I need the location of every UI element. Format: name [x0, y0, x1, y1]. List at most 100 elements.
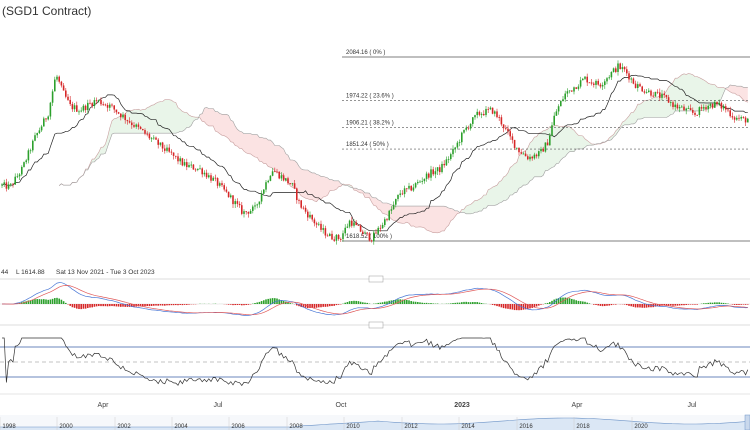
- macd-histogram-bar: [153, 304, 155, 306]
- candle-body: [637, 84, 639, 88]
- candle-body: [540, 148, 542, 152]
- macd-histogram-bar: [377, 302, 379, 304]
- candle-body: [355, 222, 357, 226]
- macd-histogram-bar: [582, 301, 584, 304]
- candle-body: [467, 127, 470, 129]
- candlestick-series[interactable]: [1, 60, 749, 245]
- candle-body: [626, 69, 628, 74]
- navigator[interactable]: 1998 2000 2002 2004 2006 2008 2010 2012 2014 2016…: [0, 414, 750, 430]
- macd-histogram-bar: [601, 304, 604, 307]
- macd-histogram-bar: [333, 304, 335, 306]
- candle-body: [610, 71, 613, 78]
- candle-body: [472, 117, 474, 124]
- signal-line: [2, 285, 748, 316]
- candle-body: [480, 113, 483, 115]
- candle-body: [575, 87, 577, 89]
- macd-histogram-bar: [159, 304, 162, 306]
- macd-histogram-bar: [738, 304, 740, 305]
- candle-body: [337, 234, 340, 240]
- candle-body: [32, 140, 34, 151]
- navigator-year-label: 2008: [289, 424, 303, 430]
- candle-body: [318, 223, 320, 225]
- macd-histogram-bar: [84, 304, 87, 309]
- candle-body: [593, 83, 595, 85]
- macd-histogram-bar: [254, 302, 256, 304]
- candle-body: [221, 183, 223, 186]
- candle-body: [714, 101, 716, 108]
- x-tick-label: Jul: [214, 402, 223, 409]
- candle-body: [269, 175, 272, 181]
- candle-body: [5, 182, 8, 189]
- candle-body: [423, 178, 426, 182]
- candle-body: [10, 183, 12, 185]
- macd-histogram-bar: [344, 302, 346, 304]
- macd-histogram-bar: [362, 302, 364, 304]
- candle-body: [276, 171, 278, 173]
- macd-panel-tag: [368, 275, 384, 283]
- candle-body: [650, 90, 652, 96]
- candle-body: [687, 108, 690, 109]
- macd-histogram-bar: [36, 299, 38, 304]
- candle-body: [456, 142, 459, 148]
- macd-histogram-bar: [639, 304, 641, 308]
- macd-histogram-bar: [645, 304, 648, 308]
- macd-histogram-bar: [628, 304, 630, 306]
- cloud-segment: [725, 84, 748, 103]
- macd-histogram-bar: [287, 302, 289, 304]
- navigator-year-label: 2006: [231, 424, 245, 430]
- macd-histogram-bar: [56, 297, 58, 304]
- candle-body: [366, 232, 368, 234]
- macd-histogram-bar: [260, 301, 263, 304]
- candle-body: [190, 164, 192, 166]
- candle-body: [60, 81, 63, 86]
- candle-body: [311, 214, 313, 220]
- candle-body: [716, 101, 718, 105]
- macd-histogram-bar: [674, 304, 676, 306]
- macd-histogram-bar: [630, 304, 632, 307]
- macd-histogram-bar: [610, 304, 613, 306]
- candle-body: [628, 73, 630, 80]
- macd-histogram-bar: [309, 304, 311, 308]
- candle-body: [588, 82, 591, 84]
- macd-histogram-bar: [406, 300, 408, 304]
- candle-body: [186, 162, 188, 168]
- candle-body: [678, 107, 681, 109]
- macd-histogram-bar: [95, 304, 98, 307]
- candle-body: [450, 154, 452, 160]
- macd-histogram-bar: [269, 298, 272, 304]
- macd-histogram-bar: [379, 302, 382, 304]
- macd-histogram-bar: [241, 304, 243, 306]
- candle-body: [709, 104, 712, 106]
- candle-body: [516, 147, 518, 149]
- candle-body: [390, 209, 393, 211]
- candle-body: [27, 150, 30, 161]
- macd-histogram-bar: [392, 300, 395, 304]
- candle-body: [293, 183, 296, 189]
- candle-body: [78, 111, 80, 113]
- macd-histogram-bar: [155, 304, 157, 306]
- candle-body: [381, 224, 384, 229]
- macd-histogram-bar: [476, 302, 478, 304]
- candle-body: [245, 211, 247, 213]
- candle-body: [364, 232, 366, 234]
- macd-histogram-bar: [549, 302, 551, 304]
- x-tick-label: Jul: [688, 402, 697, 409]
- macd-histogram-bar: [122, 304, 124, 307]
- macd-histogram-bar: [267, 298, 269, 304]
- candle-body: [234, 201, 236, 205]
- candle-body: [388, 210, 390, 221]
- macd-histogram-bar: [742, 304, 745, 305]
- info-line: 44 L 1614.88 Sat 13 Nov 2021 - Tue 3 Oct…: [1, 269, 155, 276]
- candle-body: [38, 130, 41, 134]
- macd-histogram-bar: [106, 304, 109, 307]
- macd-histogram-bar: [115, 304, 118, 307]
- cloud-span-b: [59, 84, 748, 215]
- candle-body: [249, 210, 252, 214]
- candle-body: [267, 180, 269, 183]
- candle-body: [496, 111, 498, 118]
- candle-body: [656, 91, 659, 93]
- candle-body: [252, 206, 254, 211]
- candle-body: [414, 183, 417, 188]
- candle-body: [659, 92, 661, 98]
